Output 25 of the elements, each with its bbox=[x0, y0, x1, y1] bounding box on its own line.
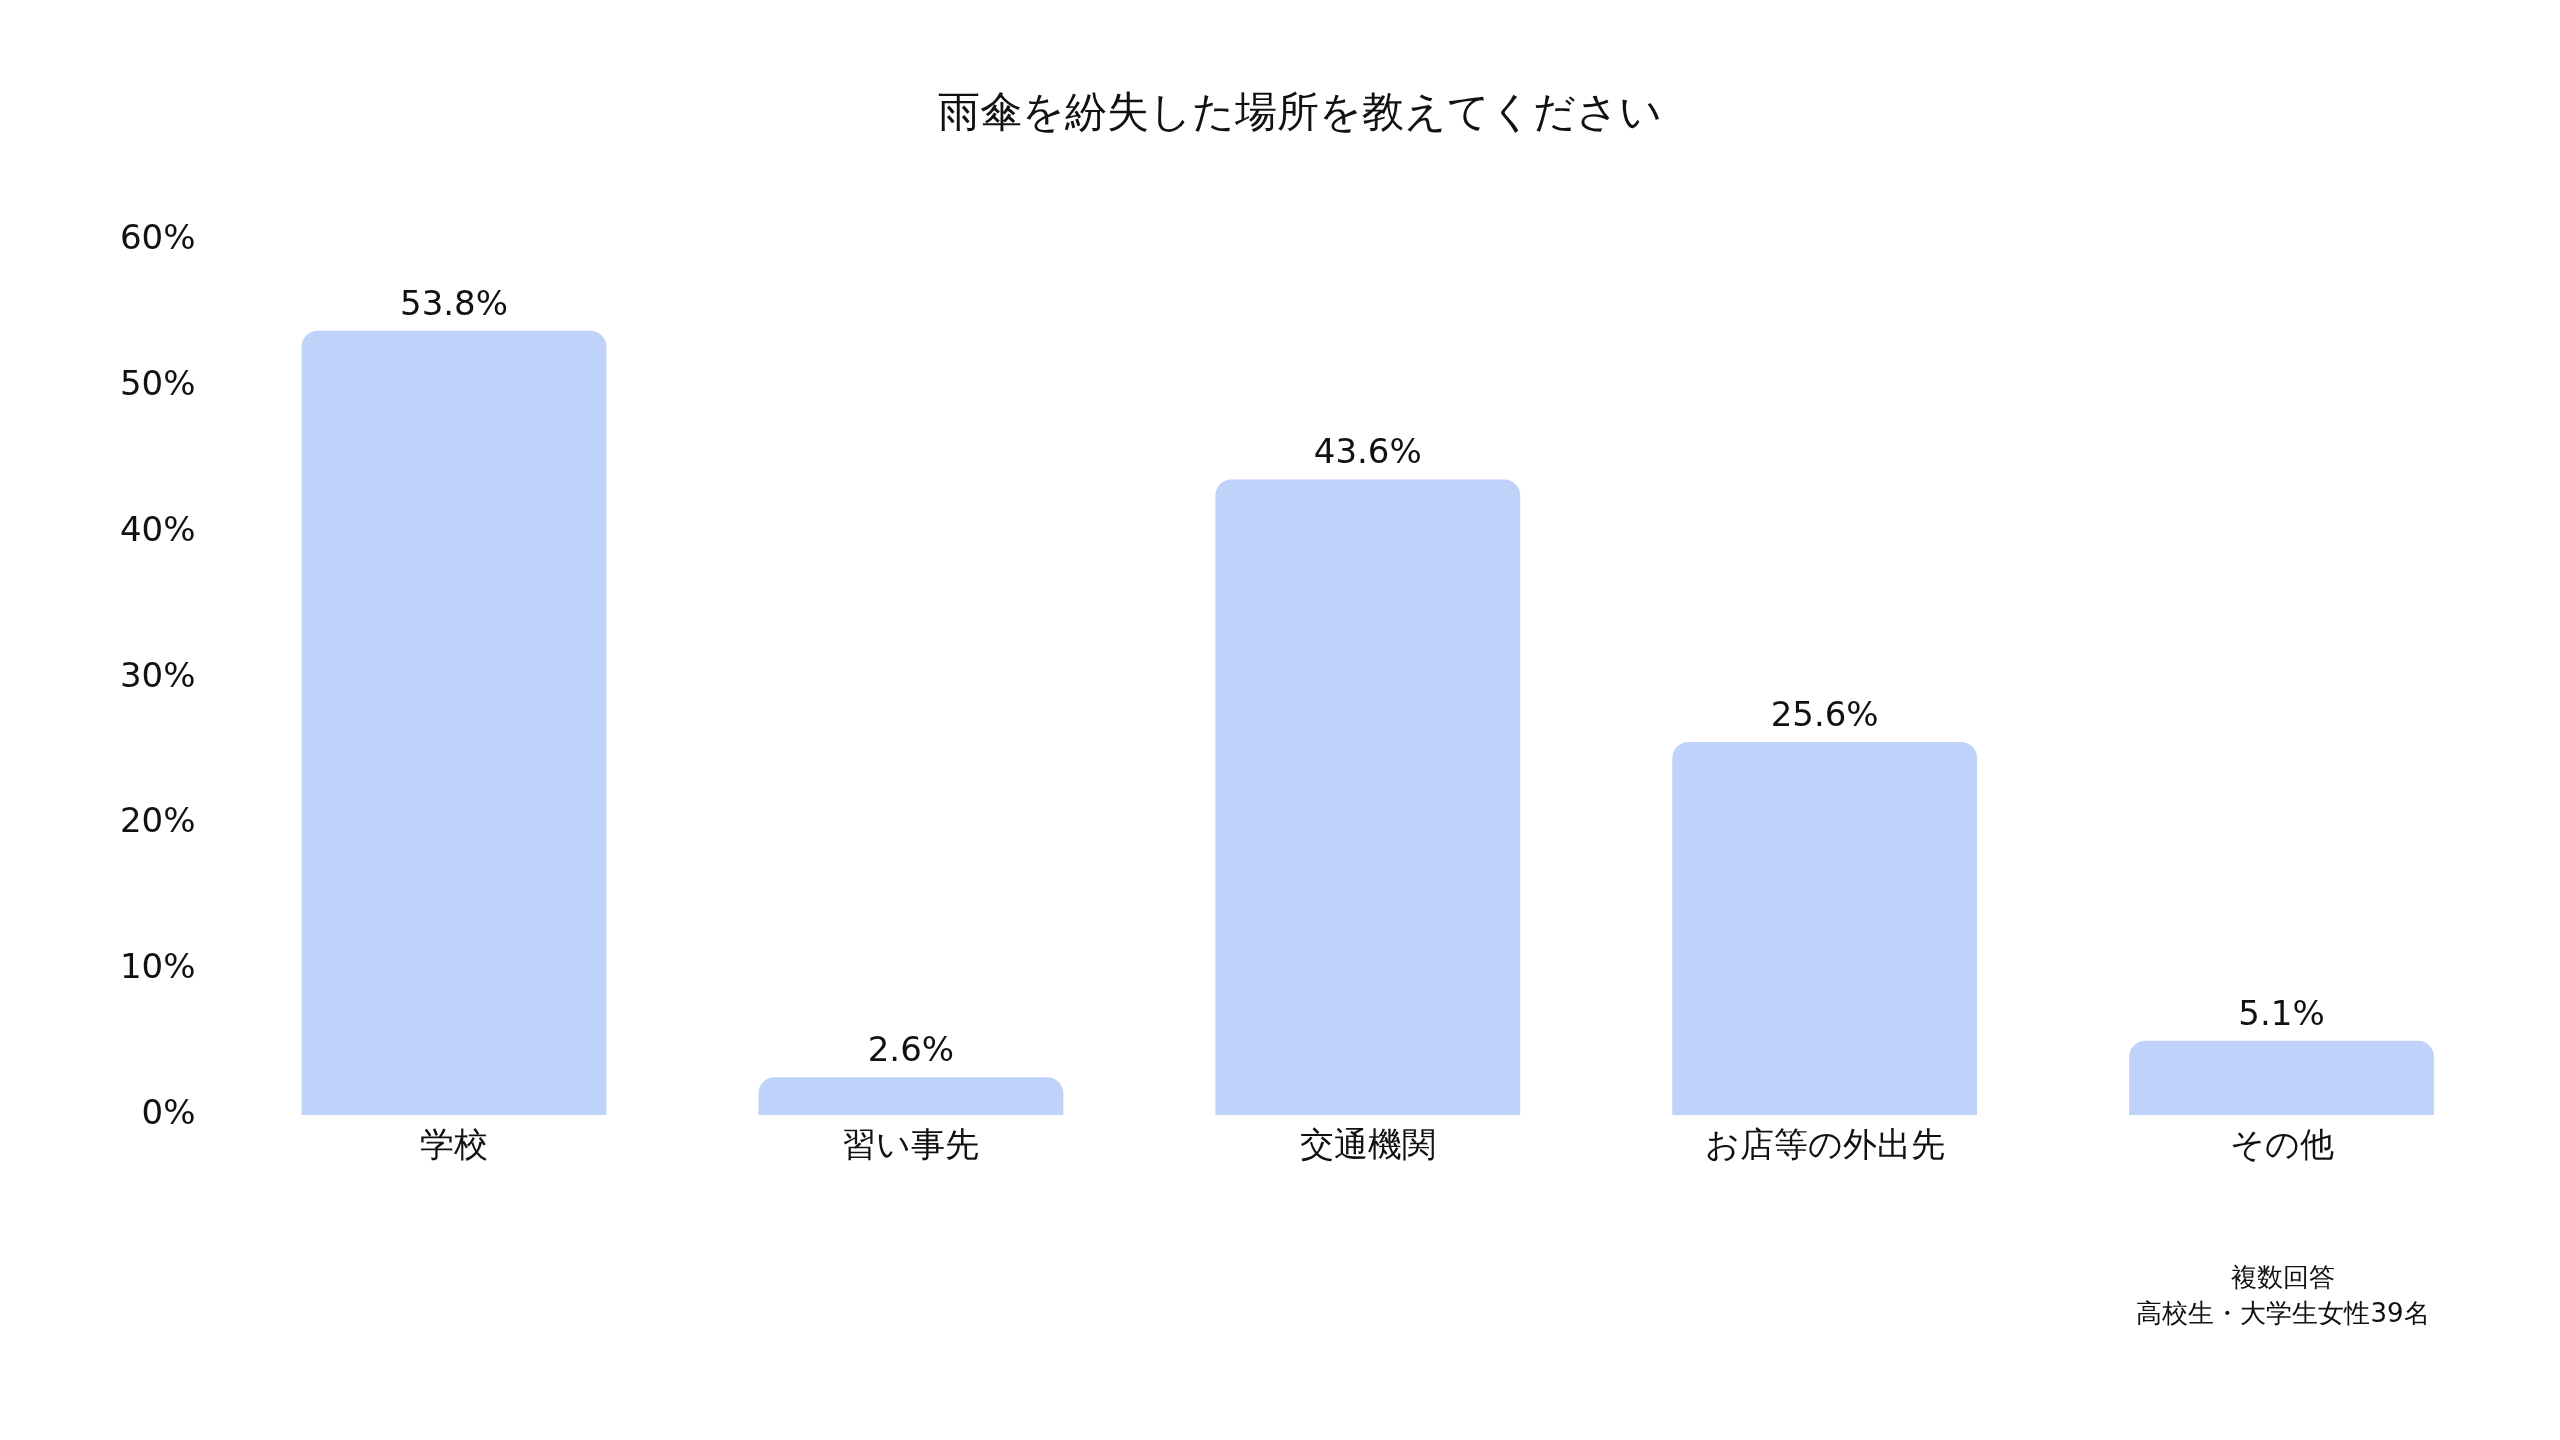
text: 複数回答 bbox=[2231, 1261, 2335, 1292]
y-tick-label: 20% bbox=[119, 800, 196, 841]
text: 高校生・大学生女性39名 bbox=[2136, 1297, 2430, 1328]
bar bbox=[2129, 1040, 2434, 1116]
data-label: 53.8% bbox=[400, 282, 509, 323]
x-tick-label: その他 bbox=[2229, 1124, 2334, 1165]
y-tick-label: 50% bbox=[119, 363, 196, 404]
data-label: 2.6% bbox=[867, 1029, 955, 1070]
chart-title: 雨傘を紛失した場所を教えてください bbox=[938, 87, 1662, 137]
y-tick-label: 40% bbox=[119, 508, 196, 549]
bar bbox=[758, 1077, 1064, 1116]
data-label: 43.6% bbox=[1313, 431, 1422, 472]
y-tick-label: 60% bbox=[119, 217, 196, 258]
bar bbox=[301, 330, 607, 1116]
bar bbox=[1672, 741, 1978, 1116]
data-label: 25.6% bbox=[1770, 693, 1879, 734]
x-tick-label: 習い事先 bbox=[842, 1124, 980, 1165]
y-tick-label: 30% bbox=[119, 654, 196, 695]
x-tick-label: お店等の外出先 bbox=[1704, 1124, 1945, 1165]
y-tick-label: 10% bbox=[119, 946, 196, 987]
x-tick-label: 学校 bbox=[420, 1124, 489, 1165]
data-label: 5.1% bbox=[2238, 992, 2325, 1033]
bar bbox=[1215, 479, 1521, 1116]
y-tick-label: 0% bbox=[141, 1092, 196, 1133]
x-tick-label: 交通機関 bbox=[1299, 1124, 1436, 1165]
